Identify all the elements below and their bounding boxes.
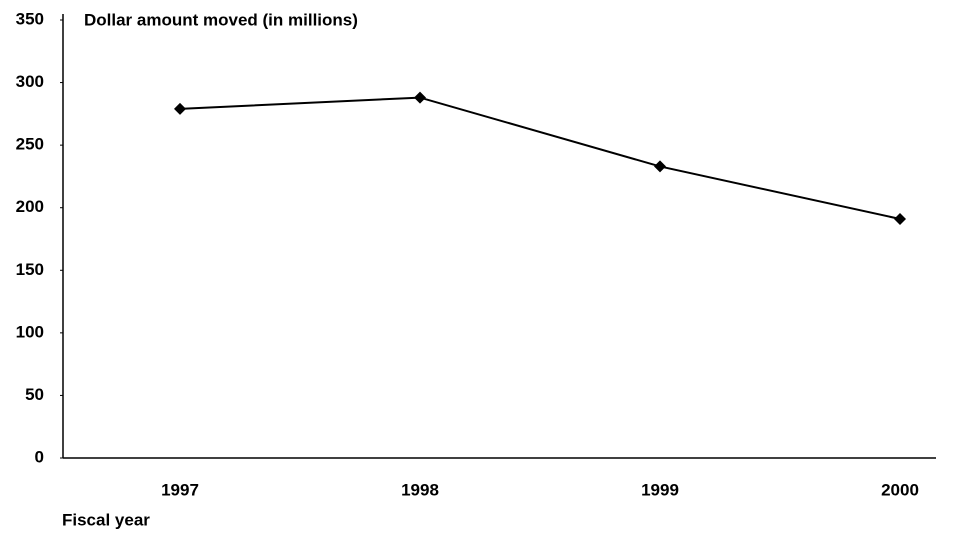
- y-tick-label: 300: [16, 72, 44, 91]
- y-tick-label: 100: [16, 322, 44, 341]
- y-tick-label: 250: [16, 135, 44, 154]
- x-tick-label: 2000: [881, 480, 919, 499]
- marker: [174, 102, 186, 115]
- x-tick-label: 1999: [641, 480, 679, 499]
- line: [179, 96, 901, 220]
- marker: [654, 160, 666, 173]
- y-tick-label: 200: [16, 197, 44, 216]
- y-tick-label: 350: [16, 9, 44, 28]
- marker: [894, 212, 906, 225]
- x-tick-label: 1998: [401, 480, 439, 499]
- y-tick-label: 0: [35, 447, 44, 466]
- x-tick-label: 1997: [161, 480, 199, 499]
- y-tick-label: 150: [16, 260, 44, 279]
- y-tick-label: 50: [25, 385, 44, 404]
- chart-title: Dollar amount moved (in millions): [84, 10, 358, 29]
- marker: [414, 91, 426, 104]
- x-axis-label: Fiscal year: [62, 510, 150, 529]
